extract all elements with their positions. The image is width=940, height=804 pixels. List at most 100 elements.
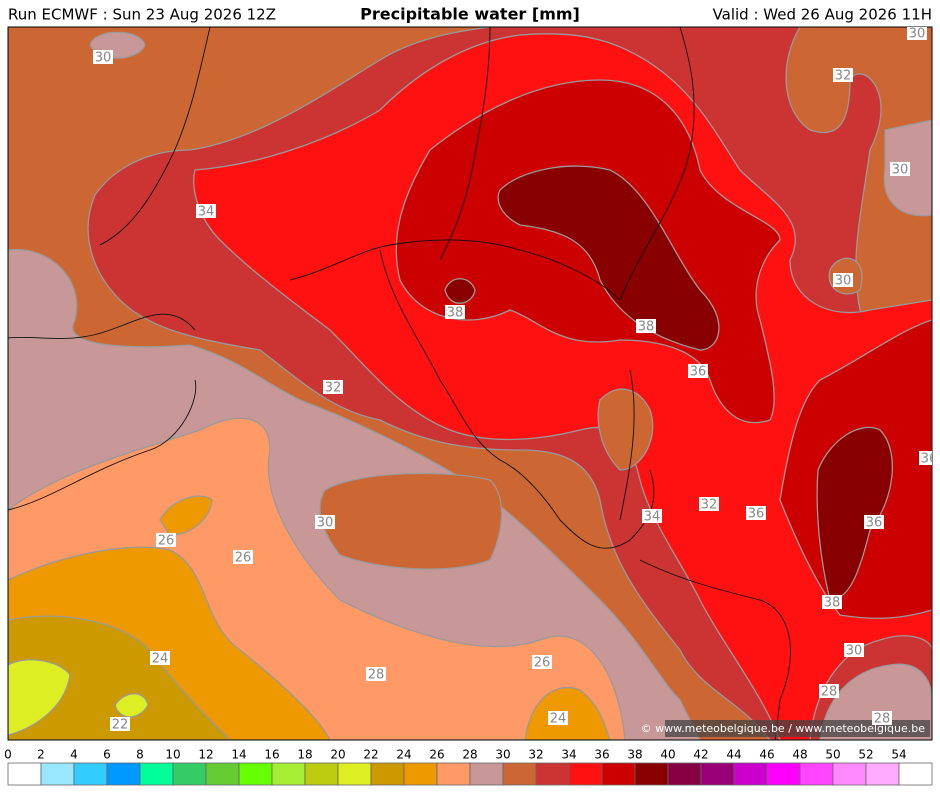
colorbar-tick-label: 16 [264,748,279,762]
color-box [865,762,900,786]
color-box [40,762,75,786]
region-38 [444,278,476,304]
color-box [304,762,339,786]
colorbar-tick-label: 30 [495,748,510,762]
contour-label: 24 [152,652,169,667]
contour-label-bg [233,550,253,564]
contour-label: 34 [644,510,661,525]
contour-label-bg [819,684,839,698]
contour-label: 24 [550,712,567,727]
color-box [205,762,240,786]
region-30 [319,472,503,570]
contour-label-bg [642,509,662,523]
color-box [337,762,372,786]
border [289,27,791,740]
valid-info: Valid : Wed 26 Aug 2026 11H [713,6,932,24]
region-38 [816,426,893,601]
color-box [73,762,108,786]
color-box [238,762,273,786]
contour-label-bg [919,451,932,465]
colorbar-tick-label: 48 [792,748,807,762]
contour-label: 38 [447,306,464,321]
contour-label: 30 [317,516,334,531]
colorbar-tick-label: 44 [726,748,741,762]
color-box [601,762,636,786]
colorbar-tick-label: 40 [660,748,675,762]
contour-label: 26 [235,551,252,566]
contour-label: 26 [534,656,551,671]
color-box [535,762,570,786]
contour-label: 38 [824,596,841,611]
contour-label-bg [907,27,927,40]
colorbar-tick-label: 42 [693,748,708,762]
color-box [634,762,669,786]
contour-label-bg [548,711,568,725]
colorbar-tick-label: 36 [594,748,609,762]
color-box [766,762,801,786]
contour-label-bg [864,515,884,529]
colorbar-tick-label: 10 [165,748,180,762]
colorbar-tick-label: 12 [198,748,213,762]
contour-label: 28 [368,668,385,683]
copyright-bg [665,720,930,737]
color-box [832,762,867,786]
contour-label-bg [156,533,176,547]
colorbar-tick-label: 8 [136,748,144,762]
color-box [436,762,471,786]
contour-label: 22 [112,718,129,733]
contour-label-bg [872,711,892,725]
contour-label-bg [833,273,853,287]
contour-label: 36 [748,507,765,522]
contour-label: 38 [638,320,655,335]
colorbar-tick-label: 22 [363,748,378,762]
contour-label-bg [93,50,113,64]
contour-label-group: 30 32 30 30 34 30 38 38 36 32 34 32 36 36 36 30 26 26 24 28… [93,27,938,733]
colorbar-tick-label: 6 [103,748,111,762]
contour-label-bg [315,515,335,529]
colorbar-tick-label: 4 [70,748,78,762]
colorbar-tick-label: 2 [37,748,45,762]
color-box [370,762,405,786]
contour-label: 30 [846,644,863,659]
contour-label: 34 [198,205,215,220]
color-box [799,762,834,786]
contour-label-bg [833,68,853,82]
colorbar-tick-label: 20 [330,748,345,762]
contour-label: 28 [874,712,891,727]
contour-label: 30 [909,27,926,42]
contour-label-bg [822,595,842,609]
run-info: Run ECMWF : Sun 23 Aug 2026 12Z [8,6,276,24]
colorbar-tick-label: 18 [297,748,312,762]
color-box [700,762,735,786]
contour-label-bg [746,506,766,520]
contour-label-bg [150,651,170,665]
region-38 [497,165,720,351]
map-frame [7,26,933,741]
color-box [568,762,603,786]
colorbar-tick-label: 0 [4,748,12,762]
colorbar-tick-label: 50 [825,748,840,762]
contour-label: 36 [690,365,707,380]
colorbar-tick-label: 28 [462,748,477,762]
contour-label: 30 [95,51,112,66]
contour-label: 28 [821,685,838,700]
color-box [7,762,42,786]
color-box [733,762,768,786]
color-box [271,762,306,786]
color-box [172,762,207,786]
contour-label: 36 [921,452,938,467]
colorbar: 0 2 4 6 8 10 12 14 16 18 20 22 24 26 28 30 32 34 36 38 40 42 4… [4,748,933,786]
contour-label-bg [110,717,130,731]
color-box [469,762,504,786]
colorbar-tick-label: 14 [231,748,246,762]
copyright: © www.meteobelgique.be / www.meteobelgiq… [641,722,926,735]
colorbar-tick-label: 24 [396,748,411,762]
colorbar-tick-label: 32 [528,748,543,762]
colorbar-tick-label: 38 [627,748,642,762]
region-30 [597,388,654,471]
colorbar-tick-label: 52 [858,748,873,762]
contour-label-bg [532,655,552,669]
contour-label-bg [699,497,719,511]
region-20 [114,693,149,718]
colorbar-tick-label: 34 [561,748,576,762]
